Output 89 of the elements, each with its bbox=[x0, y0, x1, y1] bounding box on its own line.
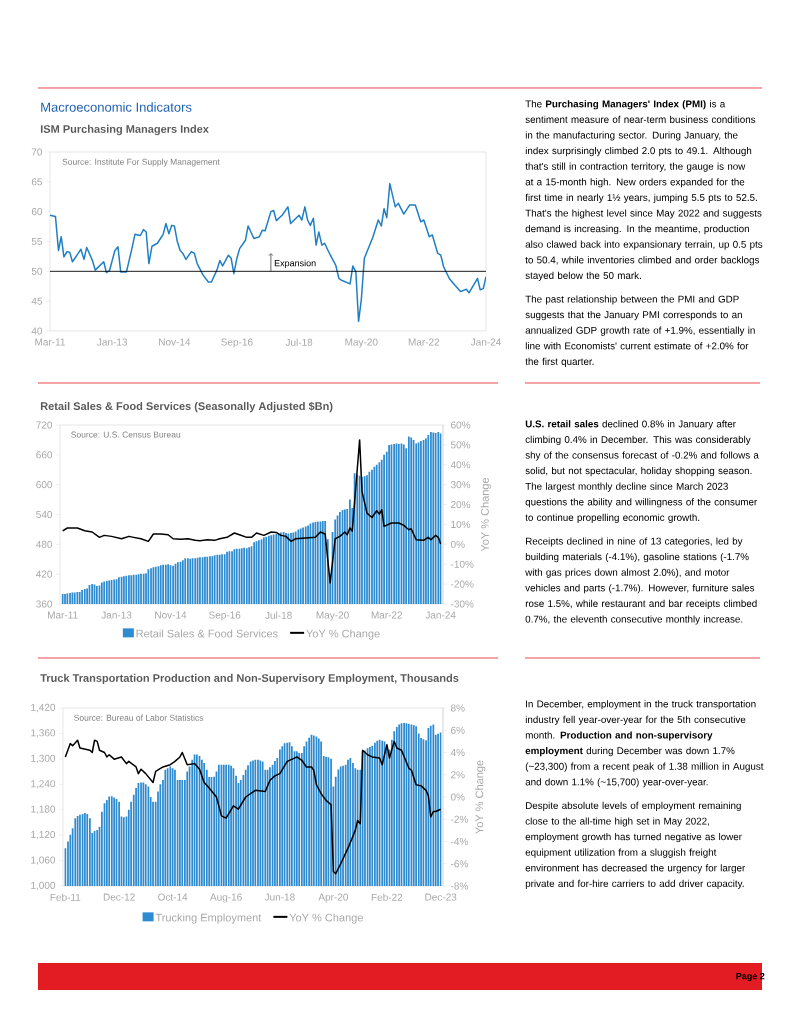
y-tick-label: 45 bbox=[31, 297, 43, 305]
y-tick-label: 1,180 bbox=[31, 805, 56, 814]
annotation: Source: Bureau of Labor Statistics bbox=[74, 714, 204, 721]
x-tick-label: Aug-16 bbox=[210, 893, 242, 903]
y2-tick-label: 60% bbox=[451, 421, 471, 429]
text: In December, employment in the truck transportation industry fell year-over-year for the 5th consecutive month. Production and non-supervisory employment during December was down 1.7% (~23,300) from a recent peak of 1.38 million in August and down 1.1% (~15,700) year-over-year. bbox=[525, 700, 764, 788]
x-tick-label: Mar-11 bbox=[35, 338, 65, 346]
y2-tick-label: -10% bbox=[450, 560, 474, 568]
y-tick-label: 660 bbox=[36, 451, 53, 459]
text: The Purchasing Managers' Index (PMI) is a sentiment measure of near-term business conditions in the manufacturing sector. During January, the index surprisingly climbed 2.0 pts to 49.1. Although that's still in contraction territory, the gauge is now at a 15-month high. New orders expanded for the first time in nearly 1½ years, jumping 5.5 pts to 52.5. That's the highest level since May 2022 and suggests demand is increasing. In the meantime, production also clawed back into expansionary terrain, up 0.5 pts to 50.4, while inventories climbed and order backlogs stayed below the 50 mark. bbox=[525, 100, 763, 281]
line-series bbox=[64, 739, 442, 875]
x-tick-label: Sep-16 bbox=[209, 611, 241, 621]
x-tick-label: Dec-23 bbox=[425, 893, 457, 901]
x-tick-label: May-20 bbox=[316, 611, 349, 621]
text: U.S. retail sales declined 0.8% in January after climbing 0.4% in December. This was considerably shy of the consensus forecast of -0.2% and follows a solid, but not spectacular, holiday shopping season. The largest monthly decline since March 2023 questions the ability and willingness of the consumer to continue propelling economic growth. bbox=[525, 420, 759, 523]
x-tick-label: Oct-14 bbox=[158, 893, 188, 901]
x-tick-label: Jan-24 bbox=[425, 611, 456, 619]
x-tick-label: Jan-13 bbox=[101, 611, 132, 619]
y2-axis-title: YoY % Change bbox=[480, 477, 491, 552]
y-tick-label: 540 bbox=[36, 510, 53, 519]
y-tick-label: 420 bbox=[36, 570, 53, 578]
y-tick-label: 1,120 bbox=[31, 831, 56, 840]
y2-tick-label: -20% bbox=[450, 580, 474, 588]
annotation: Expansion bbox=[274, 259, 316, 269]
y2-tick-label: 10% bbox=[451, 520, 471, 528]
x-tick-label: Mar-22 bbox=[408, 338, 440, 346]
legend-label: Retail Sales & Food Services bbox=[136, 629, 278, 638]
text: Despite absolute levels of employment remaining close to the all-time high set in May 2022, employment growth has turned negative as lower equipment utilization from a sluggish freight environment has decreased the urgency for larger private and for-hire carriers to add driver capacity. bbox=[525, 801, 746, 889]
y2-tick-label: -2% bbox=[450, 815, 468, 823]
x-tick-label: Sep-16 bbox=[221, 338, 253, 348]
y-tick-label: 40 bbox=[31, 327, 43, 335]
x-tick-label: Jul-18 bbox=[285, 338, 313, 346]
y2-tick-label: 6% bbox=[451, 726, 465, 734]
y-tick-label: 1,420 bbox=[31, 703, 56, 713]
y-tick-label: 600 bbox=[36, 481, 53, 489]
annotation: Source: Institute For Supply Management bbox=[62, 158, 220, 167]
y2-axis-title: YoY % Change bbox=[475, 760, 486, 834]
x-tick-label: Jan-13 bbox=[97, 338, 128, 346]
legend-label: YoY % Change bbox=[289, 913, 363, 924]
y2-tick-label: 50% bbox=[450, 441, 471, 449]
y-tick-label: 480 bbox=[36, 540, 53, 548]
y-tick-label: 60 bbox=[31, 208, 43, 216]
annotation: Source: U.S. Census Bureau bbox=[71, 431, 181, 438]
y-tick-label: 55 bbox=[31, 237, 43, 245]
y-tick-label: 65 bbox=[31, 178, 43, 186]
x-tick-label: Feb-11 bbox=[50, 893, 81, 901]
x-tick-label: Nov-14 bbox=[159, 338, 191, 346]
y-tick-label: 1,360 bbox=[31, 729, 56, 738]
chart-title: ISM Purchasing Managers Index bbox=[40, 124, 209, 136]
x-tick-label: Dec-12 bbox=[103, 893, 135, 901]
x-tick-label: Jan-24 bbox=[470, 338, 501, 346]
y-tick-label: 1,300 bbox=[31, 754, 56, 763]
text: Macroeconomic Indicators bbox=[41, 102, 192, 112]
y-tick-label: 360 bbox=[36, 600, 53, 608]
text: Page 2 bbox=[736, 972, 765, 982]
x-tick-label: Apr-20 bbox=[318, 893, 349, 903]
y-tick-label: 1,240 bbox=[31, 780, 56, 789]
x-tick-label: Jun-18 bbox=[264, 893, 295, 901]
y2-tick-label: 0% bbox=[450, 793, 465, 801]
y2-tick-label: 0% bbox=[450, 540, 465, 548]
y-tick-label: 1,000 bbox=[31, 881, 56, 891]
y2-tick-label: -4% bbox=[450, 837, 468, 845]
text: Receipts declined in nine of 13 categories, led by building materials (-4.1%), gasoline stations (-1.7% with gas prices down almost 2.0%), and motor vehicles and parts (-1.7%). However, furniture sales rose 1.5%, while restaurant and bar receipts climbed 0.7%, the eleventh consecutive monthly increase. bbox=[525, 537, 757, 625]
x-tick-label: Feb-22 bbox=[371, 893, 403, 901]
line-series bbox=[61, 439, 442, 584]
y2-tick-label: -30% bbox=[450, 600, 474, 608]
y2-tick-label: 8% bbox=[450, 704, 465, 712]
chart-title: Truck Transportation Production and Non-Supervisory Employment, Thousands bbox=[40, 673, 459, 685]
y2-tick-label: 2% bbox=[451, 771, 465, 779]
y2-tick-label: 20% bbox=[451, 501, 471, 509]
y2-tick-label: 4% bbox=[450, 748, 465, 756]
x-tick-label: Jul-18 bbox=[265, 611, 292, 619]
y2-tick-label: -6% bbox=[450, 860, 468, 868]
y-tick-label: 50 bbox=[31, 267, 43, 275]
chart-title: Retail Sales & Food Services (Seasonally Adjusted $Bn) bbox=[40, 401, 333, 413]
y-tick-label: 1,060 bbox=[31, 856, 56, 865]
text: The past relationship between the PMI and GDP suggests that the January PMI corresponds to an annualized GDP growth rate of +1.9%, essentially in line with Economists' current estimate of +2.0% for the first quarter. bbox=[525, 295, 755, 367]
x-tick-label: May-20 bbox=[345, 338, 378, 348]
y2-tick-label: -8% bbox=[450, 882, 468, 890]
y2-tick-label: 30% bbox=[450, 481, 471, 489]
y2-tick-label: 40% bbox=[450, 461, 471, 469]
legend-label: Trucking Employment bbox=[155, 913, 262, 924]
x-tick-label: Mar-11 bbox=[48, 611, 78, 619]
x-tick-label: Mar-22 bbox=[371, 611, 403, 619]
line-series bbox=[50, 182, 487, 323]
x-tick-label: Nov-14 bbox=[155, 611, 187, 619]
y-tick-label: 720 bbox=[36, 421, 53, 429]
legend-label: YoY % Change bbox=[306, 629, 380, 640]
y-tick-label: 70 bbox=[31, 148, 43, 156]
